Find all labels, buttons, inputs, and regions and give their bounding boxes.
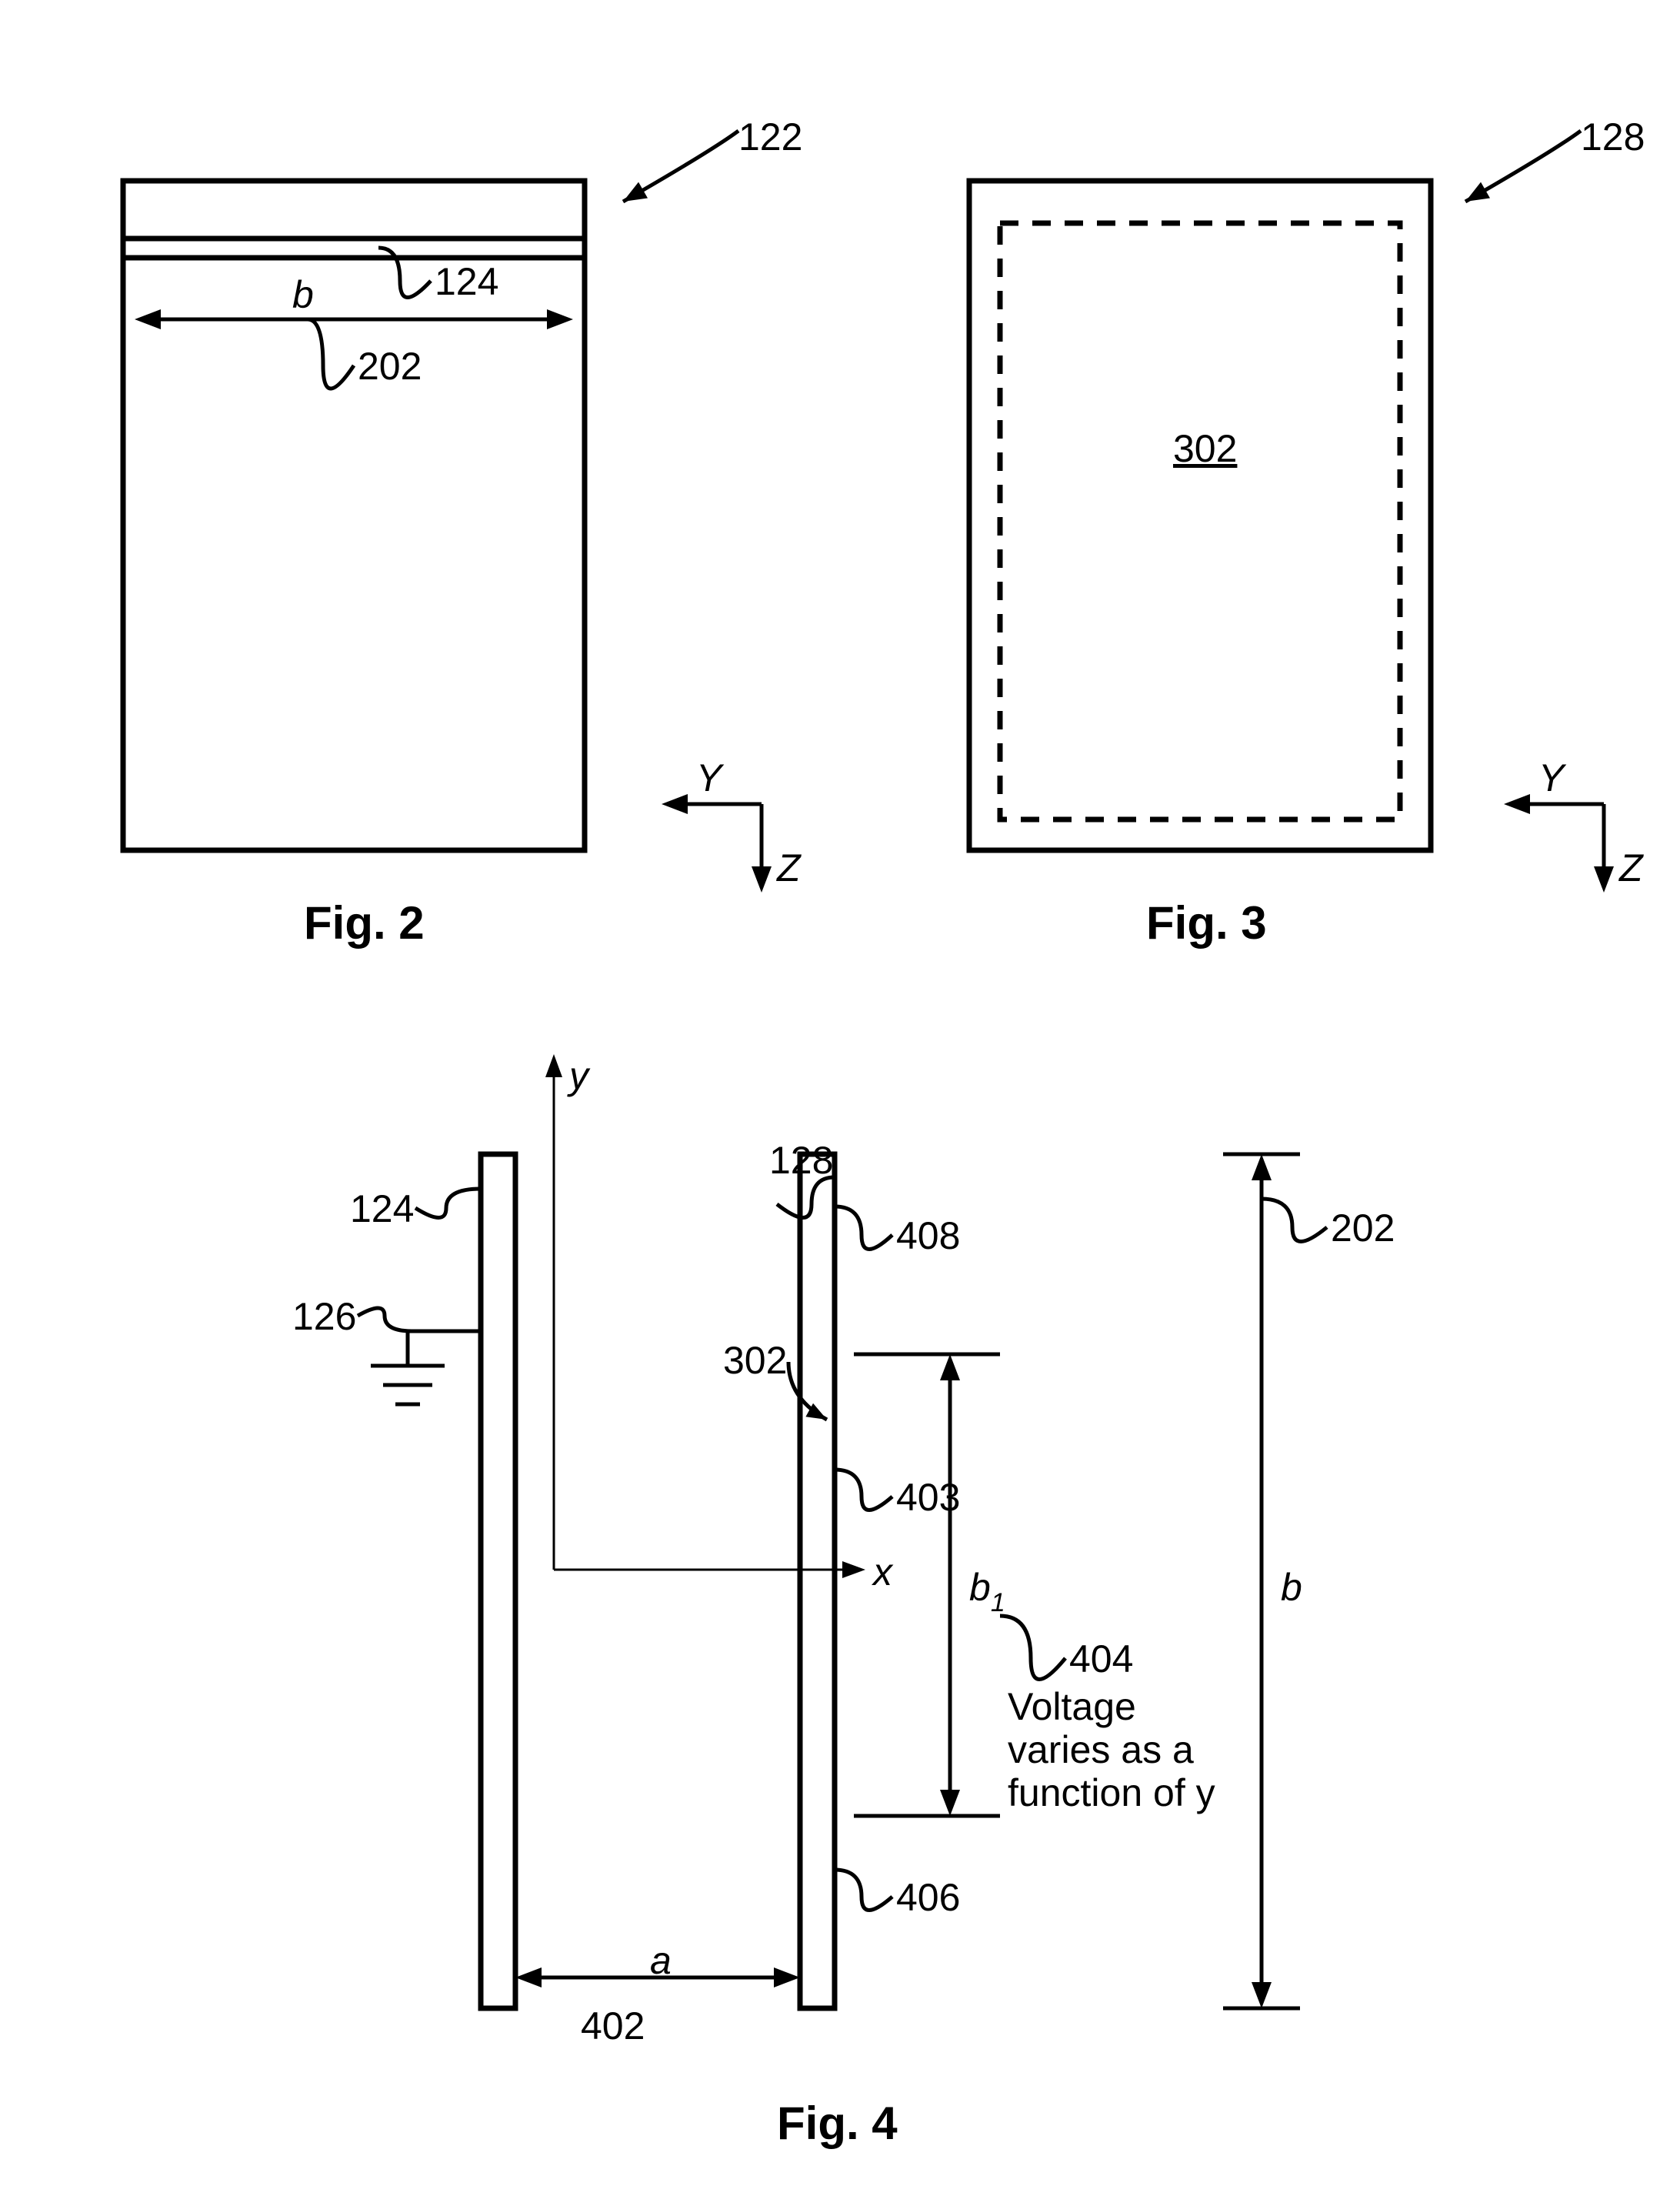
svg-text:124: 124 [435, 260, 498, 303]
svg-text:y: y [567, 1054, 591, 1097]
svg-text:Voltage: Voltage [1008, 1685, 1136, 1728]
fig4-right-plate [800, 1154, 835, 2008]
svg-text:122: 122 [738, 115, 802, 159]
svg-text:varies as a: varies as a [1008, 1728, 1194, 1771]
svg-text:404: 404 [1069, 1637, 1133, 1680]
svg-text:Fig. 2: Fig. 2 [304, 897, 425, 949]
svg-text:Z: Z [776, 846, 802, 889]
svg-text:a: a [650, 1939, 672, 1982]
svg-text:function of y: function of y [1008, 1771, 1215, 1814]
svg-text:Z: Z [1618, 846, 1644, 889]
svg-text:Fig. 3: Fig. 3 [1146, 897, 1267, 949]
fig4-left-plate [481, 1154, 515, 2008]
svg-text:Fig. 4: Fig. 4 [777, 2098, 898, 2149]
svg-text:202: 202 [1331, 1206, 1395, 1250]
svg-text:Y: Y [696, 756, 725, 799]
svg-text:b: b [1281, 1566, 1302, 1609]
svg-text:124: 124 [350, 1187, 414, 1230]
svg-text:408: 408 [896, 1214, 960, 1257]
svg-text:x: x [872, 1550, 894, 1594]
svg-text:Y: Y [1538, 756, 1567, 799]
svg-text:128: 128 [1581, 115, 1645, 159]
svg-text:b: b [292, 273, 314, 316]
svg-text:302: 302 [1173, 427, 1237, 470]
fig2-outer-rect [123, 181, 585, 850]
fig3-dash-rect [1000, 223, 1400, 819]
svg-text:402: 402 [581, 2004, 645, 2047]
svg-text:202: 202 [358, 345, 422, 388]
svg-text:403: 403 [896, 1476, 960, 1519]
svg-text:302: 302 [723, 1339, 787, 1382]
svg-text:126: 126 [292, 1295, 356, 1338]
svg-text:128: 128 [769, 1139, 833, 1182]
svg-text:b1: b1 [969, 1566, 1005, 1617]
fig3-outer-rect [969, 181, 1431, 850]
svg-text:406: 406 [896, 1876, 960, 1919]
